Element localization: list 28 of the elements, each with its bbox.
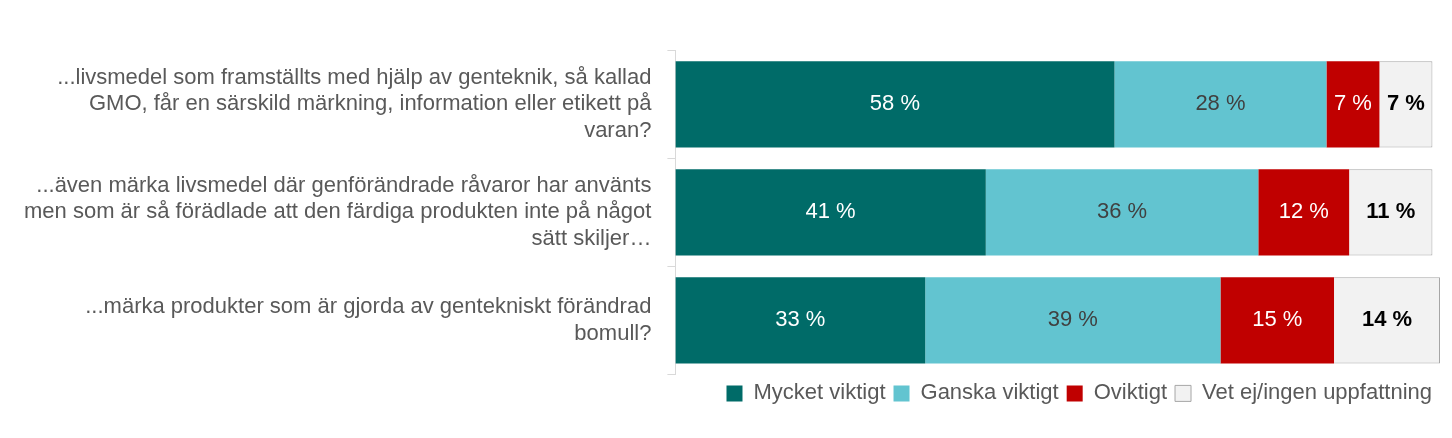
legend-label: Vet ej/ingen uppfattning bbox=[1202, 379, 1432, 405]
legend-label: Ganska viktigt bbox=[920, 379, 1059, 405]
bar bbox=[1258, 169, 1350, 256]
data-label: 41 % bbox=[805, 198, 856, 224]
bar bbox=[925, 277, 1221, 364]
legend-label: Mycket viktigt bbox=[753, 379, 886, 405]
y-tick-label: ...även märka livsmedel där genförändrade råvaror har använts men som är så förädlade att den färdiga produkten inte på något sätt skiljer… bbox=[23, 172, 652, 250]
data-label: 58 % bbox=[869, 90, 921, 116]
legend-label: Oviktigt bbox=[1093, 379, 1168, 405]
data-label: 33 % bbox=[775, 306, 826, 332]
bar bbox=[1220, 277, 1335, 364]
data-label: 11 % bbox=[1366, 198, 1416, 224]
bar bbox=[985, 169, 1259, 256]
data-label: 28 % bbox=[1195, 90, 1246, 116]
data-label: 12 % bbox=[1278, 198, 1329, 224]
y-tick-label: ...livsmedel som framställts med hjälp av genteknik, så kallad GMO, får en särskild märkning, information eller etikett på varan? bbox=[57, 64, 653, 142]
data-label: 14 % bbox=[1361, 306, 1413, 332]
bar bbox=[1326, 61, 1380, 148]
data-label: 39 % bbox=[1047, 306, 1098, 332]
bar bbox=[675, 61, 1115, 148]
bar bbox=[675, 277, 926, 364]
data-label: 15 % bbox=[1252, 306, 1303, 332]
data-label: 7 % bbox=[1333, 90, 1372, 116]
data-label: 7 % bbox=[1386, 90, 1425, 116]
bar bbox=[675, 169, 986, 256]
data-label: 36 % bbox=[1096, 198, 1148, 224]
bar bbox=[1114, 61, 1327, 148]
y-tick-label: ...märka produkter som är gjorda av gentekniskt förändrad bomull? bbox=[85, 293, 652, 345]
